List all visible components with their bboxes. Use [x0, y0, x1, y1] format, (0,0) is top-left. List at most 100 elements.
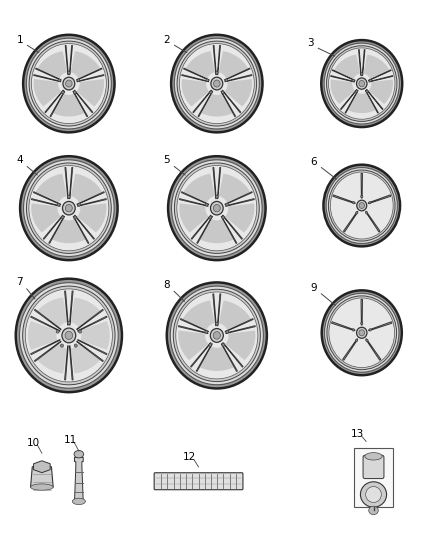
Ellipse shape — [167, 282, 267, 389]
Ellipse shape — [177, 41, 257, 126]
Text: 5: 5 — [163, 156, 170, 165]
Ellipse shape — [222, 91, 224, 94]
Polygon shape — [77, 309, 103, 330]
Ellipse shape — [209, 91, 212, 94]
Ellipse shape — [366, 339, 368, 342]
Polygon shape — [74, 215, 95, 239]
Polygon shape — [50, 91, 65, 117]
Ellipse shape — [328, 48, 395, 119]
Ellipse shape — [74, 450, 84, 458]
Ellipse shape — [205, 330, 208, 333]
Ellipse shape — [366, 487, 381, 503]
Ellipse shape — [168, 156, 265, 260]
Polygon shape — [367, 90, 383, 110]
Polygon shape — [73, 216, 89, 244]
Ellipse shape — [352, 79, 354, 82]
Ellipse shape — [359, 80, 365, 87]
Ellipse shape — [215, 322, 218, 325]
Polygon shape — [219, 301, 251, 329]
Ellipse shape — [369, 79, 371, 82]
Polygon shape — [225, 330, 255, 360]
Ellipse shape — [321, 40, 402, 127]
Polygon shape — [366, 339, 381, 360]
Bar — [354, 448, 393, 507]
Polygon shape — [37, 297, 67, 327]
Ellipse shape — [72, 498, 85, 505]
Polygon shape — [221, 344, 237, 372]
Polygon shape — [178, 330, 208, 360]
Ellipse shape — [206, 79, 208, 82]
Polygon shape — [53, 94, 84, 117]
Ellipse shape — [171, 35, 262, 132]
Polygon shape — [223, 343, 243, 367]
Polygon shape — [31, 340, 60, 354]
Polygon shape — [184, 68, 209, 80]
Ellipse shape — [352, 329, 354, 331]
Polygon shape — [71, 297, 101, 327]
Ellipse shape — [65, 205, 72, 212]
Polygon shape — [345, 90, 358, 113]
Ellipse shape — [325, 293, 399, 372]
Ellipse shape — [67, 195, 70, 198]
Ellipse shape — [211, 77, 223, 90]
Ellipse shape — [74, 216, 77, 219]
Polygon shape — [343, 339, 358, 360]
Polygon shape — [197, 216, 212, 244]
Text: 9: 9 — [311, 282, 317, 293]
Polygon shape — [358, 50, 361, 76]
Ellipse shape — [355, 339, 358, 342]
Polygon shape — [201, 94, 232, 117]
Polygon shape — [35, 174, 67, 203]
Ellipse shape — [176, 292, 258, 379]
Ellipse shape — [357, 327, 367, 338]
Polygon shape — [31, 316, 60, 332]
Ellipse shape — [369, 201, 371, 204]
Polygon shape — [365, 90, 378, 113]
Polygon shape — [332, 70, 355, 80]
Ellipse shape — [357, 78, 367, 89]
Polygon shape — [226, 199, 254, 206]
Polygon shape — [77, 191, 104, 205]
Ellipse shape — [357, 200, 367, 211]
Polygon shape — [183, 301, 215, 329]
Text: 1: 1 — [16, 35, 23, 45]
Polygon shape — [219, 174, 250, 203]
Ellipse shape — [210, 328, 223, 342]
Text: 13: 13 — [351, 429, 364, 439]
Ellipse shape — [63, 201, 75, 215]
Polygon shape — [225, 203, 254, 232]
Polygon shape — [28, 321, 57, 350]
Ellipse shape — [226, 330, 229, 333]
Ellipse shape — [366, 90, 368, 93]
Polygon shape — [34, 341, 61, 361]
Polygon shape — [198, 91, 213, 117]
Ellipse shape — [56, 330, 59, 333]
FancyBboxPatch shape — [363, 455, 384, 479]
Ellipse shape — [31, 484, 53, 490]
Polygon shape — [178, 326, 208, 334]
Ellipse shape — [63, 77, 75, 90]
Polygon shape — [78, 316, 107, 332]
Ellipse shape — [26, 163, 111, 253]
Polygon shape — [200, 219, 233, 243]
Ellipse shape — [359, 203, 364, 208]
Polygon shape — [31, 203, 60, 232]
Polygon shape — [333, 195, 355, 204]
Text: 12: 12 — [183, 453, 197, 463]
Ellipse shape — [177, 166, 257, 251]
Polygon shape — [76, 68, 102, 80]
Ellipse shape — [16, 279, 122, 392]
Polygon shape — [34, 461, 50, 473]
Polygon shape — [71, 174, 102, 203]
Ellipse shape — [170, 286, 263, 385]
Polygon shape — [331, 79, 355, 104]
Ellipse shape — [215, 71, 218, 74]
Text: 11: 11 — [64, 435, 77, 446]
Ellipse shape — [65, 332, 73, 340]
Polygon shape — [34, 309, 61, 330]
Polygon shape — [77, 203, 106, 232]
Polygon shape — [369, 76, 393, 82]
Text: 3: 3 — [307, 38, 314, 48]
Ellipse shape — [360, 482, 387, 507]
Ellipse shape — [211, 201, 223, 215]
